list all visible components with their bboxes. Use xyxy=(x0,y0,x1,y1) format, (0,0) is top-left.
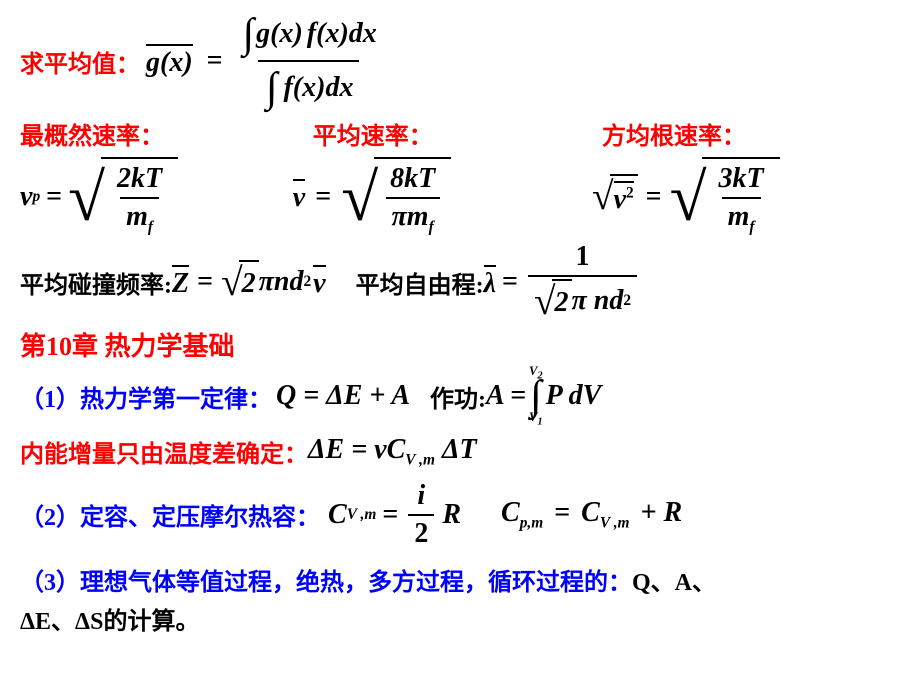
gx-bar: g(x) xyxy=(146,47,193,78)
most-probable-label: 最概然速率： xyxy=(20,116,164,151)
C2: C xyxy=(501,497,520,528)
m-sym: m xyxy=(126,201,148,232)
R1: R xyxy=(442,499,461,531)
two-den: 2 xyxy=(408,514,434,550)
p-sub: p xyxy=(32,188,40,206)
two-kT: 2kT xyxy=(111,163,168,197)
first-law-row: （1）热力学第一定律： Q = ΔE + A 作功: A = V2 ∫ V1 P… xyxy=(20,365,900,428)
sqrt2-a: 2 xyxy=(239,260,259,305)
mean-value-row: 求平均值： g(x) = ∫g(x)f(x)dx ∫f(x)dx xyxy=(20,10,900,112)
vm-sub1: V ,m xyxy=(405,452,435,469)
rms-label: 方均根速率： xyxy=(602,116,746,151)
A-eq: A = xyxy=(486,380,526,412)
m-sym3: m xyxy=(728,201,750,232)
Cpm-formula: Cp,m = CV ,m + R xyxy=(501,497,682,533)
DT: ΔT xyxy=(442,434,477,465)
Q-eq: Q = ΔE + A xyxy=(276,380,410,412)
item3-row: （3）理想气体等值过程，绝热，多方过程，循环过程的： Q、A、 xyxy=(20,562,900,597)
Z-formula: Z = √2 πnd2v xyxy=(172,260,326,305)
vm-sub2: V ,m xyxy=(347,506,377,524)
DE-formula: ΔE = νCV ,m ΔT xyxy=(308,434,477,470)
pm-sub: p,m xyxy=(520,514,544,531)
internal-energy-row: 内能增量只由温度差确定： ΔE = νCV ,m ΔT xyxy=(20,434,900,470)
v2-sym: v xyxy=(614,184,626,215)
heat-capacity-row: （2）定容、定压摩尔热容： CV ,m = i 2 R Cp,m = CV ,m… xyxy=(20,480,900,550)
collision-label: 平均碰撞频率: xyxy=(20,265,172,300)
sqrt2-b: 2 xyxy=(552,279,572,324)
f-sub1: f xyxy=(148,219,153,236)
collision-row: 平均碰撞频率: Z = √2 πnd2v 平均自由程: λ = 1 √2 π n… xyxy=(20,241,900,324)
pi-m: πm xyxy=(392,201,429,232)
vbar-formula: v = √ 8kT πmf xyxy=(293,157,451,237)
one-num: 1 xyxy=(570,241,596,275)
item3-vars: Q、A、 xyxy=(632,562,716,597)
mean-formula: g(x) = ∫g(x)f(x)dx ∫f(x)dx xyxy=(140,10,387,112)
DE-eq: ΔE = νC xyxy=(308,434,405,465)
item1-label: （1）热力学第一定律： xyxy=(20,379,272,414)
item3-label: （3）理想气体等值过程，绝热，多方过程，循环过程的： xyxy=(20,562,632,597)
mfp-label: 平均自由程: xyxy=(356,265,484,300)
internal-energy-label: 内能增量只由温度差确定： xyxy=(20,434,308,469)
vp-formula: vp = √ 2kT mf xyxy=(20,157,178,237)
average-speed-label: 平均速率： xyxy=(313,116,433,151)
mean-value-label: 求平均值： xyxy=(20,44,140,79)
three-kT: 3kT xyxy=(712,163,769,197)
work-label: 作功: xyxy=(430,379,486,414)
chapter-title: 第10章 热力学基础 xyxy=(20,326,900,363)
plusR: + R xyxy=(641,497,683,528)
Z-sym: Z xyxy=(172,265,189,300)
f-sub2: f xyxy=(429,219,434,236)
speed-labels-row: 最概然速率： vp = √ 2kT mf 平均速率： v = √ xyxy=(20,116,900,237)
vrms-formula: √ v2 = √ 3kT mf xyxy=(592,157,780,237)
item2-label: （2）定容、定压摩尔热容： xyxy=(20,497,320,532)
C3: C xyxy=(581,497,600,528)
i-num: i xyxy=(411,480,431,514)
lambda-sym: λ xyxy=(484,265,496,300)
pind: πnd xyxy=(259,266,304,298)
vm-sub3: V ,m xyxy=(600,514,630,531)
eight-kT: 8kT xyxy=(384,163,441,197)
PdV: P dV xyxy=(546,380,602,412)
v-sym: v xyxy=(20,181,32,213)
A-integral: A = V2 ∫ V1 P dV xyxy=(486,365,601,428)
lambda-formula: λ = 1 √2 π nd2 xyxy=(484,241,641,324)
item3-line2: ΔE、ΔS的计算。 xyxy=(20,601,900,636)
CVm-formula: CV ,m = i 2 R xyxy=(328,480,461,550)
f-sub3: f xyxy=(749,219,754,236)
sub1: 1 xyxy=(537,417,542,428)
C1: C xyxy=(328,499,347,531)
